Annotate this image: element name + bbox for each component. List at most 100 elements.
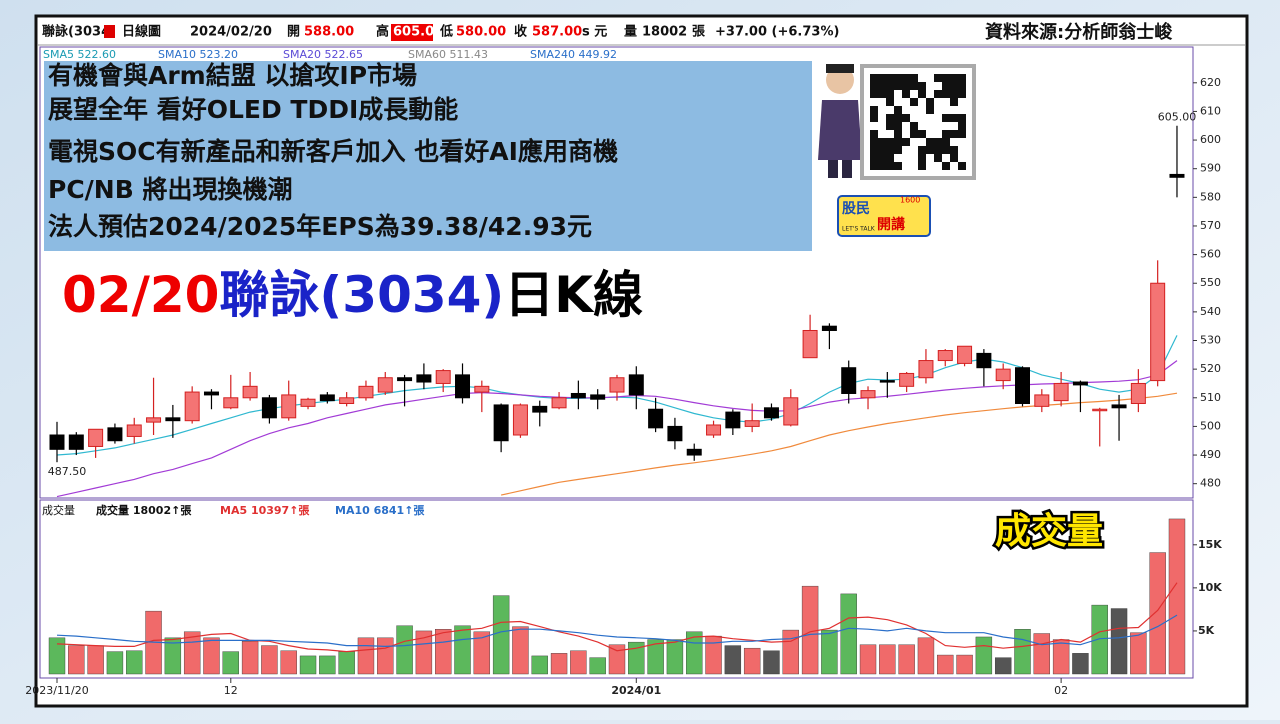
candle-body — [455, 374, 471, 399]
volume-value: 成交量 18002↑張 — [96, 503, 192, 517]
candle-body — [976, 352, 992, 369]
candle-body — [261, 397, 277, 419]
volume-bar — [435, 629, 452, 675]
volume-unit: 張 — [692, 25, 706, 40]
qr-cell — [870, 114, 878, 122]
qr-cell — [958, 122, 966, 130]
open-label: 開 — [287, 25, 300, 40]
qr-cell — [886, 82, 894, 90]
candle-body — [319, 394, 335, 402]
qr-cell — [950, 82, 958, 90]
title-kind: 日K線 — [504, 266, 643, 324]
qr-cell — [918, 130, 926, 138]
qr-cell — [870, 138, 878, 146]
big-title: 02/20聯詠(3034)日K線 — [62, 266, 643, 324]
qr-pattern — [870, 74, 966, 170]
qr-cell — [910, 98, 918, 106]
qr-cell — [886, 114, 894, 122]
qr-cell — [894, 82, 902, 90]
candle-body — [725, 411, 741, 429]
qr-cell — [878, 162, 886, 170]
volume-bar — [473, 631, 491, 675]
volume-ma5: MA5 10397↑張 — [220, 504, 310, 517]
qr-cell — [942, 138, 950, 146]
qr-cell — [950, 74, 958, 82]
y-tick-label: 540 — [1200, 305, 1221, 318]
title-date: 02/20 — [62, 266, 219, 324]
candle-body — [821, 325, 837, 331]
y-tick-label: 15K — [1198, 538, 1222, 551]
qr-cell — [894, 106, 902, 114]
qr-cell — [886, 154, 894, 162]
qr-cell — [926, 106, 934, 114]
qr-cell — [958, 130, 966, 138]
candle-body — [68, 434, 84, 450]
y-tick-label: 500 — [1200, 419, 1221, 432]
volume-bar — [531, 655, 548, 675]
volume-bar — [48, 637, 66, 675]
volume-bar — [299, 655, 317, 675]
volume-label: 量 — [624, 25, 637, 40]
qr-cell — [886, 122, 894, 130]
qr-cell — [942, 74, 950, 82]
caption-line: PC/NB 將出現換機潮 — [48, 175, 292, 204]
sma-label: SMA5 522.60 — [43, 48, 116, 61]
volume-bar — [743, 647, 761, 675]
candle-body — [512, 404, 528, 436]
qr-cell — [902, 74, 910, 82]
volume-bar — [1072, 653, 1089, 675]
volume-bar — [898, 644, 915, 675]
candle-body — [339, 397, 355, 405]
volume-bar — [628, 641, 645, 675]
candle-body — [1150, 282, 1166, 382]
sma-label: SMA60 511.43 — [408, 48, 488, 61]
candle-body — [899, 372, 915, 387]
volume-bar — [1052, 639, 1070, 675]
logo-text: 股民 — [842, 201, 870, 217]
candle-body — [88, 428, 104, 447]
candle-body — [242, 385, 258, 399]
low-label: 低 — [439, 24, 453, 40]
volume-bar — [1091, 604, 1108, 675]
qr-cell — [902, 82, 910, 90]
qr-cell — [958, 162, 966, 170]
qr-cell — [926, 138, 934, 146]
qr-cell — [958, 114, 966, 122]
qr-cell — [910, 82, 918, 90]
candle-body — [995, 368, 1011, 382]
volume-bar — [87, 645, 104, 675]
y-tick-label: 480 — [1200, 477, 1221, 490]
qr-cell — [942, 130, 950, 138]
open: 588.00 — [304, 25, 354, 40]
qr-cell — [886, 138, 894, 146]
qr-cell — [910, 130, 918, 138]
plot: 4804905005105205305405505605705805906006… — [25, 76, 1222, 697]
qr-cell — [878, 146, 886, 154]
volume-bar — [1130, 632, 1147, 675]
volume-bar — [608, 644, 626, 675]
candle-body — [377, 377, 393, 393]
stock-name: 聯詠(3034) — [42, 24, 116, 40]
volume-bar — [126, 650, 143, 675]
y-tick-label: 580 — [1200, 190, 1221, 203]
candle-body — [165, 417, 181, 422]
qr-cell — [942, 162, 950, 170]
logo-text: LET'S TALK — [842, 226, 876, 233]
qr-cell — [958, 90, 966, 98]
volume-bar — [222, 651, 239, 675]
volume-bar — [705, 635, 722, 675]
candle-body — [1111, 404, 1127, 409]
sma-label: SMA240 449.92 — [530, 48, 617, 61]
qr-cell — [870, 90, 878, 98]
ma-line — [500, 392, 1178, 496]
candle-body — [49, 434, 65, 450]
volume-bar — [319, 655, 336, 675]
x-tick-label: 2024/01 — [611, 684, 661, 697]
qr-cell — [910, 74, 918, 82]
candle-body — [1034, 394, 1050, 407]
logo-text: 開講 — [877, 216, 905, 233]
qr-cell — [894, 138, 902, 146]
candle-body — [493, 404, 509, 442]
qr-cell — [942, 114, 950, 122]
candle-body — [879, 380, 895, 383]
